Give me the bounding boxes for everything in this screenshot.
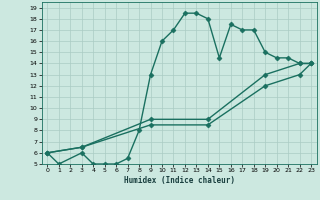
X-axis label: Humidex (Indice chaleur): Humidex (Indice chaleur)	[124, 176, 235, 185]
